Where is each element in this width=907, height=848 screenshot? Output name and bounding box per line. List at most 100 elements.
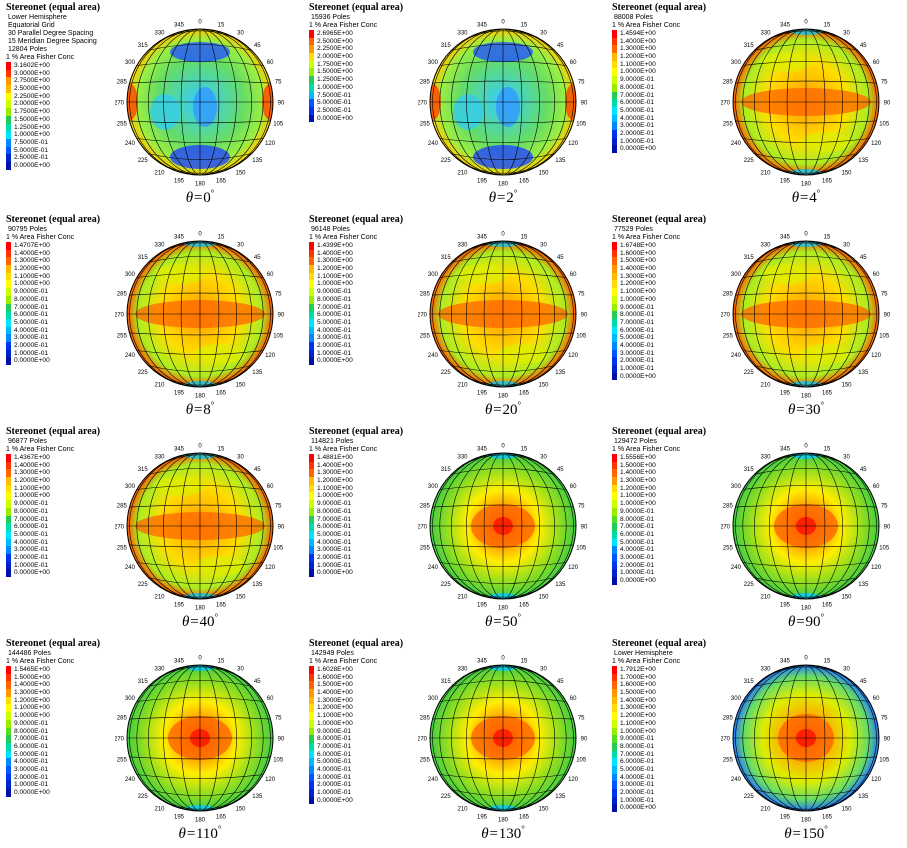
azimuth-label: 315 <box>441 679 452 685</box>
colour-legend: 1 % Area Fisher Conc 1.7912E+00 1.7000E+00… <box>612 658 680 813</box>
legend-entry: 4.0000E-01 <box>612 546 672 554</box>
legend-swatch <box>309 334 314 342</box>
legend-entry: 1.0000E+00 <box>6 131 66 139</box>
legend-entry: 4.0000E-01 <box>309 538 369 547</box>
legend-swatch <box>612 145 617 153</box>
legend-swatch <box>309 735 314 743</box>
legend-entry: 8.0000E-01 <box>612 742 672 751</box>
legend-value: 1.6748E+00 <box>620 242 656 249</box>
legend-value: 2.0000E-01 <box>14 773 49 781</box>
legend-swatch <box>309 492 314 501</box>
legend-entry: 3.0000E-01 <box>612 122 672 130</box>
legend-title: 1 % Area Fisher Conc <box>612 22 681 29</box>
panel-title: Stereonet (equal area) <box>612 2 707 13</box>
azimuth-label: 195 <box>174 179 185 185</box>
legend-entry: 3.0000E-01 <box>6 765 66 774</box>
azimuth-label: 330 <box>154 242 165 248</box>
parallel-line <box>439 697 567 702</box>
legend-entry: 1.5000E+00 <box>612 689 672 697</box>
azimuth-label: 60 <box>873 272 880 278</box>
legend-value: 8.0000E-01 <box>317 507 352 515</box>
parallel-line <box>129 292 271 296</box>
legend-swatch <box>612 704 617 713</box>
legend-swatch <box>6 326 11 335</box>
legend-value: 1.6028E+00 <box>317 666 353 673</box>
legend-entry: 2.5000E-01 <box>309 106 369 115</box>
legend-swatch <box>6 85 11 93</box>
legend-swatch <box>612 257 617 266</box>
legend-entry: 1.1000E+00 <box>612 60 672 69</box>
legend-value: 4.0000E-01 <box>14 758 49 766</box>
legend-entry: 1.0000E+00 <box>612 295 672 304</box>
legend-swatch <box>309 561 314 570</box>
legend-swatch <box>612 507 617 516</box>
azimuth-label: 300 <box>125 484 136 490</box>
legend-entry: 1.0000E+00 <box>6 280 66 289</box>
legend-entry: 1.5000E+00 <box>309 68 369 77</box>
azimuth-label: 300 <box>731 60 742 66</box>
header-line: 12804 Poles <box>8 46 47 53</box>
azimuth-label: 105 <box>576 122 587 128</box>
azimuth-label: 300 <box>125 272 136 278</box>
azimuth-label: 30 <box>540 454 547 460</box>
parallel-line <box>148 153 252 160</box>
legend-swatch <box>612 765 617 774</box>
theta-label: θ=50° <box>484 612 522 630</box>
legend-swatch <box>612 553 617 562</box>
legend-value: 3.0000E+00 <box>14 69 50 77</box>
stereonet-plot: 0 15 30 45 60 75 90 105 120 135 150 165 180 195 210 225… <box>721 656 891 824</box>
azimuth-label: 300 <box>125 60 136 66</box>
azimuth-label: 15 <box>521 446 528 452</box>
legend-swatch <box>6 242 11 250</box>
legend-value: 1.0000E-01 <box>317 561 352 569</box>
legend-entry: 2.0000E+00 <box>6 100 66 109</box>
legend-swatch <box>6 735 11 743</box>
legend-value: 2.5000E-01 <box>317 106 352 114</box>
legend-swatch <box>612 530 617 539</box>
azimuth-label: 270 <box>721 313 731 319</box>
legend-value: 1.3000E+00 <box>317 469 353 477</box>
legend-swatch <box>6 773 11 782</box>
legend-swatch <box>309 53 314 61</box>
azimuth-label: 240 <box>731 141 742 147</box>
legend-value: 1.0000E-01 <box>317 789 352 796</box>
azimuth-label: 270 <box>115 737 125 743</box>
legend-swatch <box>6 249 11 258</box>
legend-swatch <box>309 553 314 562</box>
azimuth-label: 195 <box>174 603 185 609</box>
azimuth-label: 45 <box>557 679 564 685</box>
legend-entry: 1.0000E+00 <box>6 492 66 501</box>
azimuth-label: 150 <box>841 595 852 601</box>
legend-entry: 6.0000E-01 <box>6 311 66 319</box>
azimuth-label: 180 <box>801 182 812 188</box>
stereonet-plot: 0 15 30 45 60 75 90 105 120 135 150 165 180 195 210 225… <box>721 444 891 612</box>
legend-value: 1.2500E+00 <box>14 123 50 131</box>
legend-value: 2.0000E-01 <box>620 561 655 569</box>
parallel-line <box>163 376 237 386</box>
primitive-circle <box>732 452 880 600</box>
legend-value: 1.2000E+00 <box>317 265 353 273</box>
colour-legend: 1 % Area Fisher Conc 1.4707E+00 1.4000E+00… <box>6 234 74 365</box>
legend-entry: 1.1000E+00 <box>6 484 66 493</box>
legend-swatch <box>309 530 314 539</box>
legend-swatch <box>6 349 11 358</box>
legend-value: 1.4367E+00 <box>14 454 50 461</box>
azimuth-label: 45 <box>860 467 867 473</box>
legend-entry: 9.0000E-01 <box>6 500 66 508</box>
azimuth-label: 330 <box>760 454 771 460</box>
stereonet-panel: Stereonet (equal area) Lower Hemisphere Eq… <box>0 0 300 212</box>
legend-value: 1.4000E+00 <box>14 681 50 689</box>
legend-entry: 2.0000E-01 <box>6 773 66 782</box>
legend-swatch <box>309 681 314 690</box>
legend-entry: 6.0000E-01 <box>309 750 369 759</box>
legend-entry: 2.2500E+00 <box>6 92 66 101</box>
legend-entry: 9.0000E-01 <box>309 288 369 296</box>
legend-entry: 1.0000E+00 <box>612 500 672 508</box>
legend-value: 1.1000E+00 <box>620 60 656 68</box>
parallel-line <box>742 485 870 490</box>
parallel-line <box>163 666 237 676</box>
legend-entry: 1.4000E+00 <box>309 461 369 470</box>
legend-swatch <box>612 288 617 296</box>
legend-value: 1.2000E+00 <box>14 696 50 704</box>
azimuth-label: 195 <box>780 603 791 609</box>
